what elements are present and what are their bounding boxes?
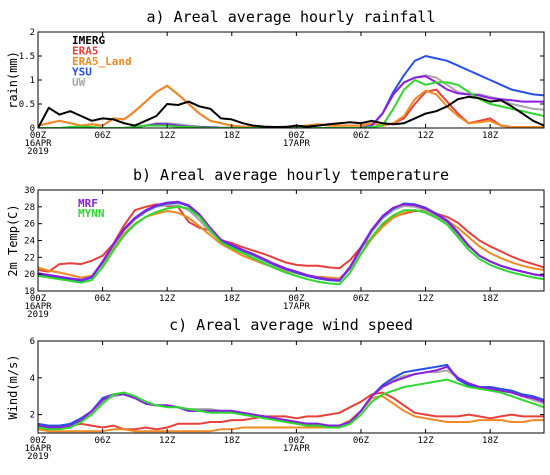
series-line-era5 <box>38 203 544 273</box>
x-tick-label: 18Z <box>224 294 241 304</box>
y-tick-label: 6 <box>30 337 35 347</box>
x-tick-label: 06Z <box>94 131 111 141</box>
x-tick-label: 06Z <box>353 436 370 446</box>
y-tick-label: 1 <box>30 76 35 86</box>
x-tick-label: 00Z 17APR <box>283 294 311 312</box>
x-tick-label: 00Z 17APR <box>283 131 311 149</box>
x-tick-label: 18Z <box>482 436 499 446</box>
plot-frame <box>37 340 545 434</box>
y-tick-label: 28 <box>24 203 35 213</box>
panel-title: c) Areal average wind speed <box>169 316 413 334</box>
y-tick-label: 2 <box>30 411 35 421</box>
panel-0: a) Areal average hourly rainfall rain(mm)… <box>6 8 545 157</box>
legend-entry-era5: ERA5 <box>72 45 99 58</box>
series-line-era5-land <box>38 395 544 433</box>
series-line-imerg <box>38 95 544 128</box>
series-lines <box>38 55 544 128</box>
panel-1: b) Areal average hourly temperature 2m Te… <box>6 166 545 320</box>
x-tick-label: 12Z <box>417 436 434 446</box>
x-tick-label: 18Z <box>224 436 241 446</box>
series-lines <box>38 363 544 433</box>
x-tick-label: 06Z <box>94 436 111 446</box>
series-line-mynn <box>38 378 544 431</box>
y-tick-label: 30 <box>24 186 35 196</box>
x-tick-label: 12Z <box>417 131 434 141</box>
x-tick-label: 00Z 16APR 2019 <box>24 436 52 462</box>
y-axis-label: 2m Temp(C) <box>6 204 20 276</box>
y-axis-label: rain(mm) <box>6 51 20 109</box>
y-tick-label: 26 <box>24 220 35 230</box>
legend-entry-ysu: YSU <box>72 66 92 79</box>
x-tick-label: 06Z <box>353 131 370 141</box>
plot-frame <box>37 189 545 292</box>
panel-title: a) Areal average hourly rainfall <box>147 8 436 26</box>
legend-entry-uw: UW <box>72 76 86 89</box>
panel-2: c) Areal average wind speed Wind(m/s) 2 4 6 0… <box>6 316 545 462</box>
legend-entry-mynn: MYNN <box>78 207 105 220</box>
x-tick-label: 12Z <box>159 131 176 141</box>
x-tick-label: 00Z 16APR 2019 <box>24 131 52 157</box>
x-tick-label: 06Z <box>353 294 370 304</box>
x-tick-label: 18Z <box>224 131 241 141</box>
x-tick-label: 12Z <box>159 294 176 304</box>
y-tick-label: 20 <box>24 270 35 280</box>
series-line-mynn <box>38 205 544 286</box>
x-tick-label: 12Z <box>159 436 176 446</box>
x-tick-label: 00Z 17APR <box>283 436 311 454</box>
y-axis-label: Wind(m/s) <box>6 354 20 419</box>
plot-frame <box>37 31 545 129</box>
x-tick-label: 12Z <box>417 294 434 304</box>
y-tick-label: 24 <box>24 237 35 247</box>
series-lines <box>38 200 544 286</box>
series-line-mrf <box>38 200 544 282</box>
y-tick-label: 0.5 <box>19 100 35 110</box>
panel-title: b) Areal average hourly temperature <box>133 166 449 184</box>
series-line-mrf <box>38 75 544 128</box>
y-tick-label: 1.5 <box>19 52 35 62</box>
x-tick-label: 00Z 16APR 2019 <box>24 294 52 320</box>
legend-entry-imerg: IMERG <box>72 34 105 47</box>
x-tick-label: 06Z <box>94 294 111 304</box>
series-line-mrf <box>38 365 544 429</box>
y-tick-label: 2 <box>30 28 35 38</box>
x-tick-label: 18Z <box>482 131 499 141</box>
y-tick-label: 22 <box>24 253 35 263</box>
series-line-ysu <box>38 55 544 128</box>
y-tick-label: 18 <box>24 287 35 297</box>
series-line-uw <box>38 369 544 429</box>
legend-entry-mrf: MRF <box>78 197 98 210</box>
y-tick-label: 4 <box>30 374 35 384</box>
y-tick-label: 0 <box>30 124 35 134</box>
legend-entry-era5-land: ERA5_Land <box>72 55 132 68</box>
series-line-mynn <box>38 79 544 128</box>
x-tick-label: 18Z <box>482 294 499 304</box>
